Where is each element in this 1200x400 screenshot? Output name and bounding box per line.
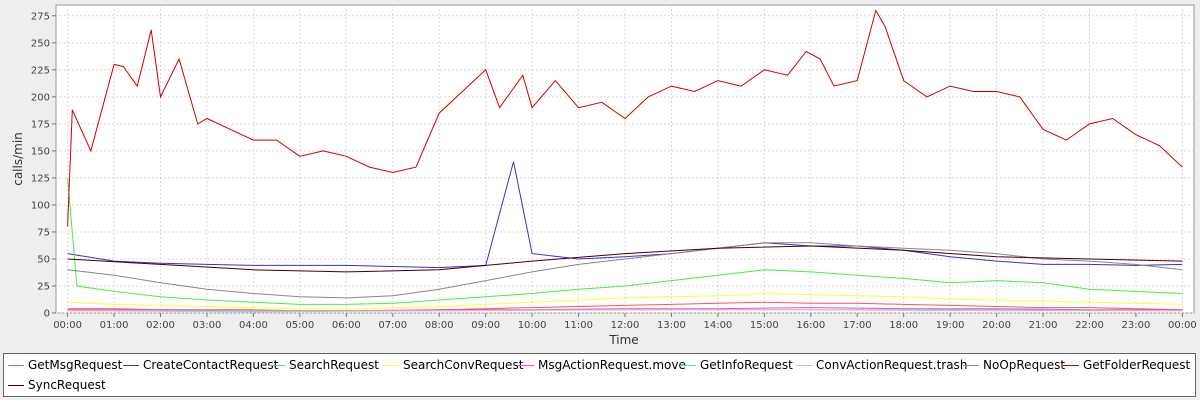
- x-tick-label: 21:00: [1029, 320, 1058, 331]
- legend-label: SearchRequest: [289, 358, 379, 372]
- series-line-2: [67, 177, 1183, 305]
- legend-label: SearchConvRequest: [403, 358, 524, 372]
- x-axis-title: Time: [608, 333, 638, 347]
- legend-item: NoOpRequest: [963, 358, 1065, 372]
- legend-label: SyncRequest: [28, 378, 106, 392]
- legend-swatch: [680, 364, 696, 366]
- legend-item: CreateContactRequest: [123, 358, 278, 372]
- legend-swatch: [269, 364, 285, 366]
- legend-item: SyncRequest: [8, 378, 106, 392]
- line-chart: 0 25 50 75 100 125 150 175 200 225 250 275 00:00 01:…: [11, 4, 1197, 347]
- legend-label: GetFolderRequest: [1083, 358, 1191, 372]
- y-tick-label: 0: [44, 309, 50, 320]
- legend-swatch: [8, 364, 24, 366]
- x-tick-label: 09:00: [471, 320, 500, 331]
- x-tick-label: 00:00: [1168, 320, 1197, 331]
- x-tick-label: 02:00: [146, 320, 175, 331]
- legend-swatch: [796, 364, 812, 366]
- x-tick-label: 23:00: [1122, 320, 1151, 331]
- x-tick-label: 11:00: [564, 320, 593, 331]
- y-tick-label: 225: [31, 65, 50, 76]
- y-axis-ticks: 0 25 50 75 100 125 150 175 200 225 250 275: [31, 11, 56, 320]
- y-tick-label: 125: [31, 173, 50, 184]
- series-line-7: [67, 242, 1183, 299]
- x-tick-label: 15:00: [750, 320, 779, 331]
- series-line-9: [67, 245, 1183, 273]
- legend-label: GetInfoRequest: [700, 358, 793, 372]
- x-tick-label: 06:00: [332, 320, 361, 331]
- y-tick-label: 250: [31, 38, 50, 49]
- x-tick-label: 22:00: [1075, 320, 1104, 331]
- y-tick-label: 25: [37, 281, 50, 292]
- x-tick-label: 14:00: [703, 320, 732, 331]
- legend-swatch: [518, 364, 534, 366]
- x-tick-label: 10:00: [518, 320, 547, 331]
- legend-item: SearchConvRequest: [383, 358, 523, 372]
- x-tick-label: 03:00: [193, 320, 222, 331]
- x-tick-label: 07:00: [378, 320, 407, 331]
- legend-label: MsgActionRequest.move: [538, 358, 686, 372]
- x-tick-label: 08:00: [425, 320, 454, 331]
- legend-swatch: [1063, 364, 1079, 366]
- y-tick-label: 200: [31, 92, 50, 103]
- y-tick-label: 75: [37, 227, 50, 238]
- legend-item: SearchRequest: [269, 358, 379, 372]
- y-tick-label: 150: [31, 146, 50, 157]
- legend-label: CreateContactRequest: [143, 358, 279, 372]
- x-tick-label: 05:00: [285, 320, 314, 331]
- y-tick-label: 100: [31, 200, 50, 211]
- series-line-3: [67, 292, 1183, 310]
- series-line-8: [67, 9, 1183, 227]
- x-tick-label: 16:00: [796, 320, 825, 331]
- legend-item: GetInfoRequest: [680, 358, 793, 372]
- x-tick-label: 01:00: [100, 320, 129, 331]
- x-axis-ticks: 00:00 01:00 02:00 03:00 04:00 05:00 06:00 07:00…: [53, 313, 1197, 331]
- legend-swatch: [8, 384, 24, 386]
- legend-swatch: [963, 364, 979, 366]
- legend: GetMsgRequest CreateContactRequest SearchR…: [3, 353, 1196, 397]
- x-tick-label: 00:00: [53, 320, 82, 331]
- x-tick-label: 17:00: [843, 320, 872, 331]
- legend-swatch: [123, 364, 139, 366]
- legend-item: GetFolderRequest: [1063, 358, 1190, 372]
- y-tick-label: 50: [37, 254, 50, 265]
- legend-item: MsgActionRequest.move: [518, 358, 686, 372]
- legend-item: GetMsgRequest: [8, 358, 122, 372]
- series-line-0: [67, 301, 1183, 312]
- x-tick-label: 19:00: [936, 320, 965, 331]
- y-tick-label: 275: [31, 11, 50, 22]
- series-line-1: [67, 161, 1183, 269]
- series-lines: [67, 9, 1183, 313]
- x-tick-label: 20:00: [982, 320, 1011, 331]
- x-tick-label: 13:00: [657, 320, 686, 331]
- y-axis-title: calls/min: [11, 132, 25, 186]
- x-tick-label: 04:00: [239, 320, 268, 331]
- x-tick-label: 12:00: [611, 320, 640, 331]
- legend-swatch: [383, 364, 399, 366]
- series-line-6: [67, 309, 1183, 313]
- x-tick-label: 18:00: [889, 320, 918, 331]
- y-tick-label: 175: [31, 119, 50, 130]
- legend-item: ConvActionRequest.trash: [796, 358, 967, 372]
- legend-label: GetMsgRequest: [28, 358, 123, 372]
- legend-label: NoOpRequest: [983, 358, 1066, 372]
- legend-label: ConvActionRequest.trash: [816, 358, 968, 372]
